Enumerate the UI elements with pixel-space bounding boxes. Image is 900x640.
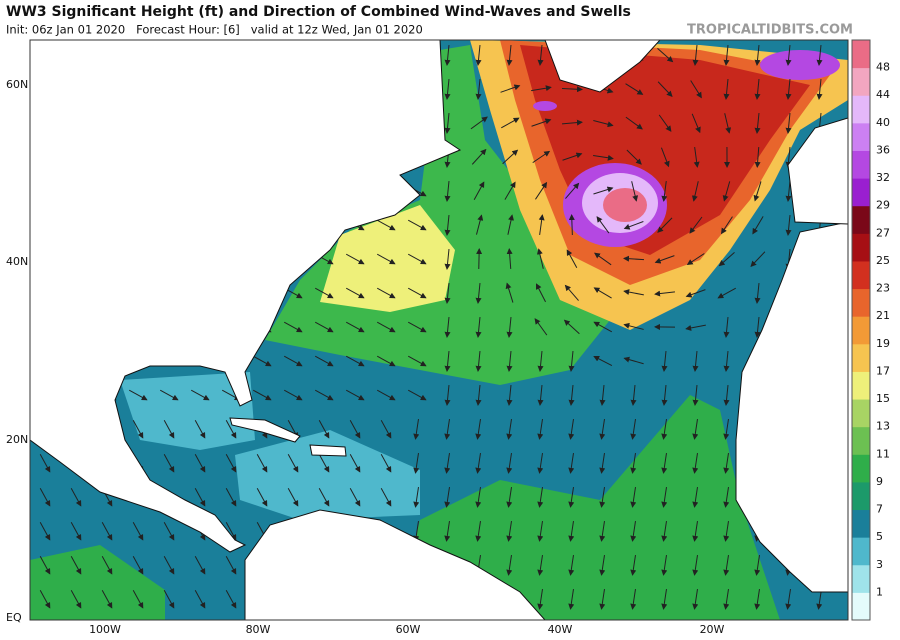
colorbar-segment [852, 150, 870, 178]
colorbar-tick-label: 25 [876, 254, 890, 267]
colorbar-segment [852, 482, 870, 510]
colorbar-tick-label: 23 [876, 282, 890, 295]
colorbar-tick-label: 9 [876, 475, 883, 488]
lon-label: 80W [246, 623, 271, 636]
colorbar-tick-label: 17 [876, 364, 890, 377]
lon-label: 100W [89, 623, 121, 636]
colorbar-segment [852, 123, 870, 151]
lat-label: 20N [6, 433, 28, 446]
colorbar-tick-label: 32 [876, 171, 890, 184]
colorbar-tick-label: 21 [876, 309, 890, 322]
colorbar-tick-label: 29 [876, 199, 890, 212]
colorbar-tick-label: 1 [876, 585, 883, 598]
wave-arrow [572, 215, 573, 235]
colorbar-segment [852, 565, 870, 593]
colorbar-segment [852, 592, 870, 620]
lon-label: 40W [548, 623, 573, 636]
map [30, 40, 848, 620]
colorbar-segment [852, 454, 870, 482]
colorbar-tick-label: 13 [876, 420, 890, 433]
colorbar-tick-label: 48 [876, 61, 890, 74]
colorbar-tick-label: 19 [876, 337, 890, 350]
colorbar-segment [852, 537, 870, 565]
watermark: TROPICALTIDBITS.COM [687, 23, 853, 38]
colorbar-tick-label: 44 [876, 88, 890, 101]
colorbar-tick-label: 7 [876, 503, 883, 516]
colorbar-segment [852, 233, 870, 261]
colorbar-segment [852, 289, 870, 317]
colorbar-segment [852, 206, 870, 234]
colorbar-segment [852, 95, 870, 123]
subtitle: Init: 06z Jan 01 2020 Forecast Hour: [6]… [6, 23, 423, 37]
lon-label: 60W [396, 623, 421, 636]
colorbar-tick-label: 27 [876, 226, 890, 239]
colorbar-tick-label: 3 [876, 558, 883, 571]
colorbar-segment [852, 40, 870, 68]
colorbar-segment [852, 427, 870, 455]
colorbar-segment [852, 399, 870, 427]
colorbar-segment [852, 371, 870, 399]
colorbar-segment [852, 178, 870, 206]
land [310, 445, 346, 456]
colorbar-tick-label: 40 [876, 116, 890, 129]
region [603, 188, 647, 222]
colorbar-tick-label: 36 [876, 143, 890, 156]
lon-label: 20W [700, 623, 725, 636]
colorbar-segment [852, 510, 870, 538]
colorbar-segment [852, 316, 870, 344]
region [760, 50, 840, 80]
colorbar-tick-label: 5 [876, 530, 883, 543]
colorbar-segment [852, 68, 870, 96]
title: WW3 Significant Height (ft) and Directio… [6, 4, 631, 20]
lat-label: EQ [6, 611, 22, 624]
lat-label: 40N [6, 255, 28, 268]
lat-label: 60N [6, 78, 28, 91]
colorbar-tick-label: 15 [876, 392, 890, 405]
colorbar-segment [852, 344, 870, 372]
colorbar-segment [852, 261, 870, 289]
colorbar-tick-label: 11 [876, 447, 890, 460]
region [533, 101, 557, 111]
